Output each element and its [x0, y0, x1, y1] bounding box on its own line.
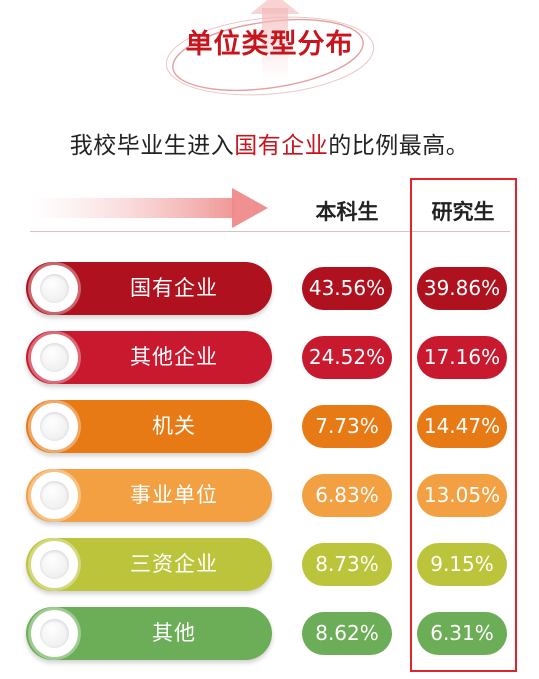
right-arrow-decoration: [30, 188, 268, 228]
up-arrow-decoration: [250, 0, 300, 82]
postgraduate-highlight-box: [410, 178, 517, 672]
category-label: 其他: [152, 621, 196, 645]
postgraduate-value: 9.15%: [417, 543, 507, 586]
postgraduate-value: 14.47%: [417, 405, 507, 448]
postgraduate-value: 39.86%: [417, 267, 507, 310]
subtitle: 我校毕业生进入国有企业的比例最高。: [0, 126, 539, 160]
category-pill: 三资企业: [26, 538, 272, 591]
ring-icon: [31, 334, 78, 381]
ring-icon: [31, 472, 78, 519]
column-header-undergraduate: 本科生: [315, 200, 379, 224]
category-label: 国有企业: [130, 276, 218, 300]
postgraduate-value: 6.31%: [417, 612, 507, 655]
subtitle-part-1: 我校毕业生进入: [69, 133, 235, 159]
undergraduate-value: 8.62%: [302, 612, 392, 655]
undergraduate-value: 43.56%: [302, 267, 392, 310]
ring-icon: [31, 541, 78, 588]
category-label: 其他企业: [130, 345, 218, 369]
category-label: 机关: [152, 414, 196, 438]
subtitle-part-3: 的比例最高。: [328, 133, 470, 159]
ring-icon: [31, 610, 78, 657]
category-label: 事业单位: [130, 483, 218, 507]
header-divider: [30, 231, 510, 232]
undergraduate-value: 7.73%: [302, 405, 392, 448]
column-header-postgraduate: 研究生: [431, 200, 495, 224]
ring-icon: [31, 403, 78, 450]
category-pill: 其他: [26, 607, 272, 660]
ring-icon: [31, 265, 78, 312]
undergraduate-value: 8.73%: [302, 543, 392, 586]
category-pill: 国有企业: [26, 262, 272, 315]
undergraduate-value: 24.52%: [302, 336, 392, 379]
category-pill: 事业单位: [26, 469, 272, 522]
category-pill: 其他企业: [26, 331, 272, 384]
page-title: 单位类型分布: [185, 29, 354, 60]
subtitle-highlight: 国有企业: [234, 133, 329, 159]
category-label: 三资企业: [130, 552, 218, 576]
postgraduate-value: 17.16%: [417, 336, 507, 379]
category-pill: 机关: [26, 400, 272, 453]
postgraduate-value: 13.05%: [417, 474, 507, 517]
undergraduate-value: 6.83%: [302, 474, 392, 517]
